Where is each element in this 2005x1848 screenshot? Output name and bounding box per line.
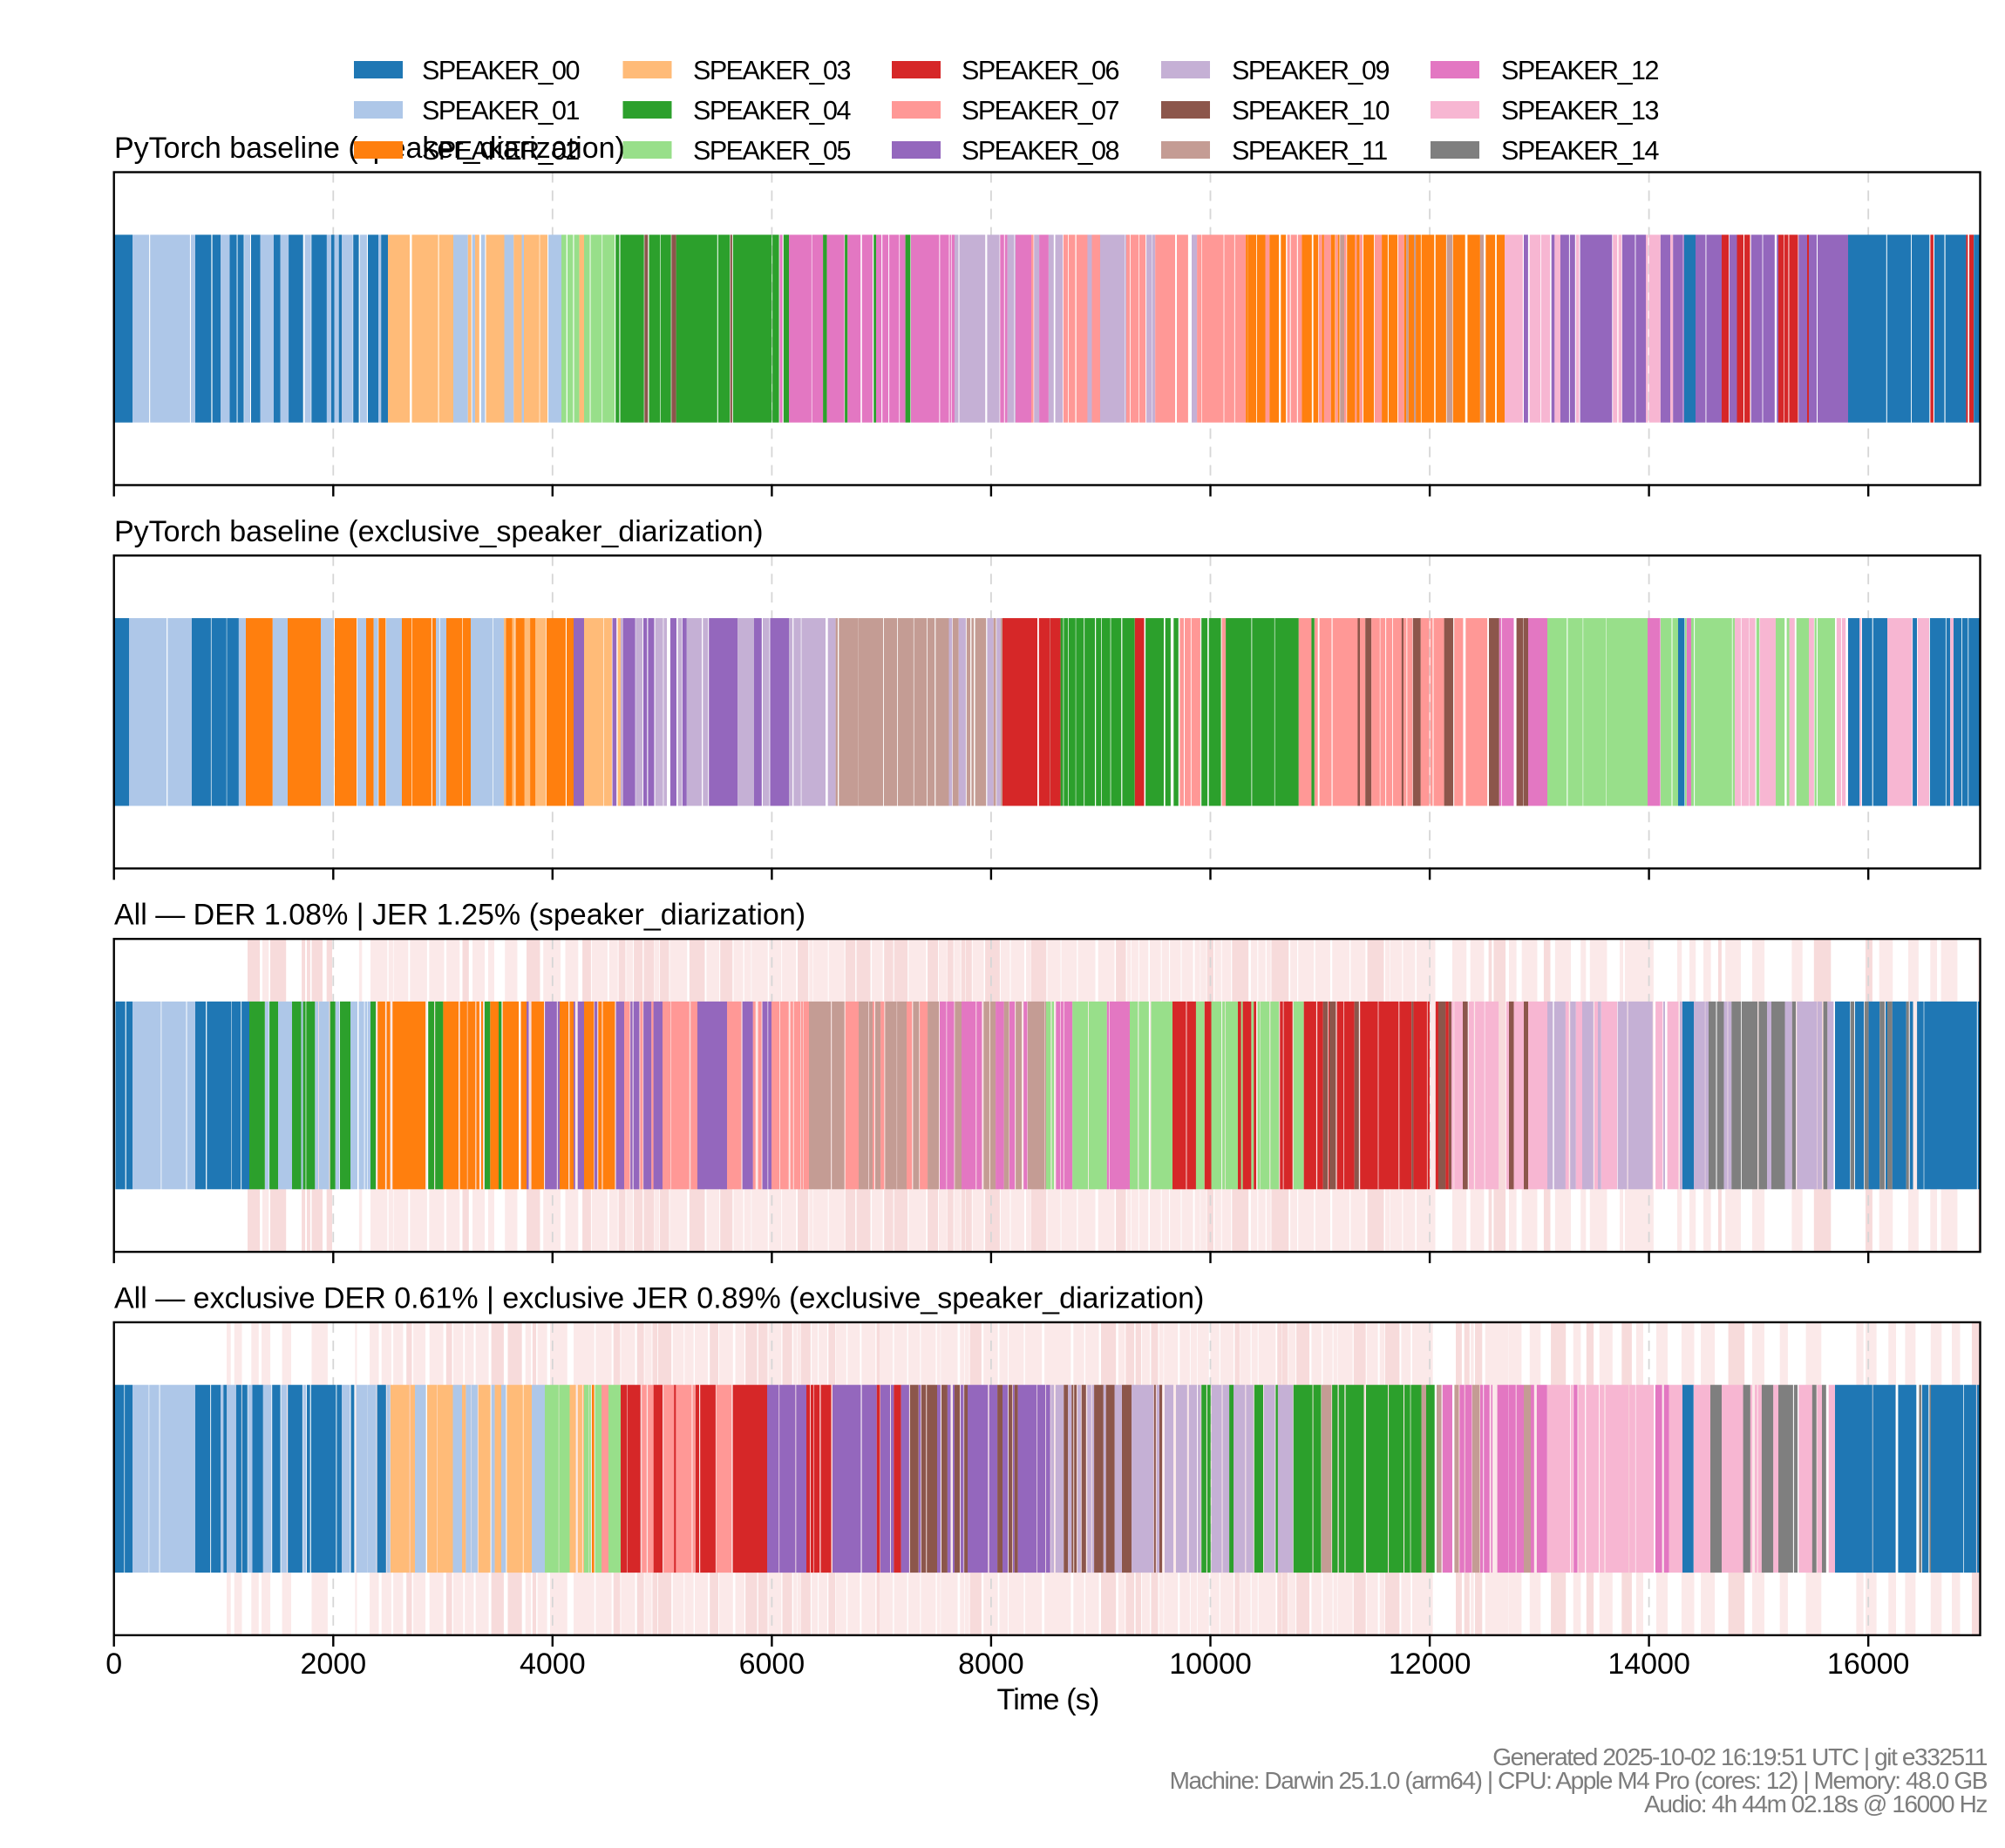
svg-text:SPEAKER_13: SPEAKER_13 (1501, 96, 1659, 126)
svg-text:SPEAKER_07: SPEAKER_07 (962, 96, 1119, 126)
svg-text:SPEAKER_04: SPEAKER_04 (693, 96, 852, 126)
svg-text:All — exclusive DER 0.61% | ex: All — exclusive DER 0.61% | exclusive JE… (114, 1281, 1204, 1315)
svg-text:PyTorch baseline (exclusive_sp: PyTorch baseline (exclusive_speaker_diar… (114, 515, 764, 548)
svg-text:SPEAKER_03: SPEAKER_03 (693, 56, 851, 85)
svg-text:SPEAKER_05: SPEAKER_05 (693, 136, 851, 166)
svg-text:10000: 10000 (1169, 1648, 1252, 1681)
svg-text:16000: 16000 (1827, 1648, 1910, 1681)
svg-text:SPEAKER_00: SPEAKER_00 (422, 56, 580, 85)
svg-text:SPEAKER_12: SPEAKER_12 (1501, 56, 1659, 85)
svg-text:4000: 4000 (520, 1648, 586, 1681)
svg-text:Generated 2025-10-02 16:19:51: Generated 2025-10-02 16:19:51 UTC | git … (1492, 1743, 1988, 1770)
svg-text:SPEAKER_14: SPEAKER_14 (1501, 136, 1660, 166)
svg-text:Audio: 4h 44m 02.18s @ 16000 H: Audio: 4h 44m 02.18s @ 16000 Hz (1644, 1790, 1987, 1817)
svg-text:SPEAKER_11: SPEAKER_11 (1232, 136, 1387, 166)
svg-text:14000: 14000 (1607, 1648, 1690, 1681)
svg-text:SPEAKER_01: SPEAKER_01 (422, 96, 580, 126)
svg-text:SPEAKER_08: SPEAKER_08 (962, 136, 1119, 166)
svg-text:0: 0 (105, 1648, 122, 1681)
svg-text:Time (s): Time (s) (997, 1683, 1099, 1716)
svg-text:SPEAKER_10: SPEAKER_10 (1232, 96, 1390, 126)
svg-text:SPEAKER_02: SPEAKER_02 (422, 136, 580, 166)
svg-text:SPEAKER_06: SPEAKER_06 (962, 56, 1119, 85)
svg-text:2000: 2000 (300, 1648, 366, 1681)
svg-text:Machine: Darwin 25.1.0 (arm64): Machine: Darwin 25.1.0 (arm64) | CPU: Ap… (1170, 1767, 1988, 1794)
svg-text:All — DER 1.08% | JER 1.25% (s: All — DER 1.08% | JER 1.25% (speaker_dia… (114, 899, 805, 932)
svg-text:SPEAKER_09: SPEAKER_09 (1232, 56, 1390, 85)
svg-text:6000: 6000 (739, 1648, 805, 1681)
svg-text:8000: 8000 (958, 1648, 1024, 1681)
svg-text:12000: 12000 (1389, 1648, 1471, 1681)
